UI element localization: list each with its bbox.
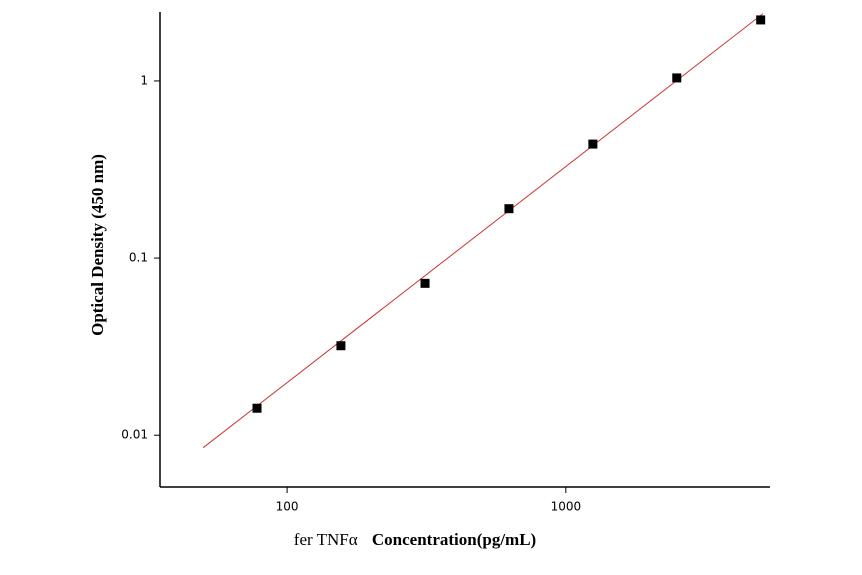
data-point [672,73,682,83]
x-tick-label: 100 [276,500,299,514]
y-tick-label: 1 [140,73,148,87]
data-point [336,341,346,351]
x-tick-label: 1000 [551,500,582,514]
fit-line [202,13,764,449]
y-tick-label: 0.01 [121,428,148,442]
x-axis-label-prefix: fer TNFα [294,530,358,549]
data-point [420,278,430,288]
y-tick-label: 0.1 [129,251,148,265]
data-point [504,204,514,214]
data-point [756,15,766,25]
data-point [252,403,262,413]
x-axis-label: fer TNFα Concentration(pg/mL) [294,530,536,549]
y-axis-label: Optical Density (450 nm) [88,154,107,336]
x-axis-label-main: Concentration(pg/mL) [372,530,536,549]
data-point [588,139,598,149]
